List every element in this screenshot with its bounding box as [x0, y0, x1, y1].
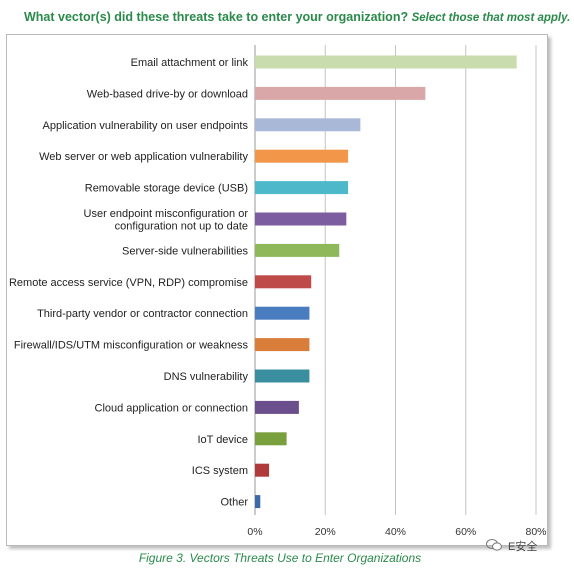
title-subtitle: Select those that most apply. [411, 12, 571, 24]
x-tick-label: 40% [385, 526, 406, 538]
x-tick-label: 60% [455, 526, 476, 538]
category-label: Application vulnerability on user endpoi… [43, 120, 249, 132]
bar [255, 400, 299, 414]
bar [255, 212, 347, 226]
category-label: ICS system [192, 465, 248, 477]
bar [255, 55, 517, 69]
x-tick-label: 20% [315, 526, 336, 538]
bar [255, 181, 349, 195]
bar [255, 86, 426, 100]
category-label: Cloud application or connection [95, 402, 249, 414]
bar [255, 243, 340, 257]
category-label: Server-side vulnerabilities [122, 245, 248, 257]
chart-title: What vector(s) did these threats take to… [24, 10, 570, 24]
bar [255, 306, 310, 320]
bar [255, 149, 349, 163]
watermark: E安全 [486, 538, 572, 554]
watermark-text: E安全 [508, 541, 538, 553]
bar [255, 432, 287, 446]
category-label: Remote access service (VPN, RDP) comprom… [9, 277, 248, 289]
figure-caption: Figure 3. Vectors Threats Use to Enter O… [138, 551, 422, 565]
category-label: Other [220, 497, 248, 509]
chart-panel: 0% 20% 40% 60% 80% Email attachment or link We… [6, 34, 548, 546]
category-label: Web-based drive-by or download [87, 88, 248, 100]
chat-bubble-icon [486, 539, 502, 551]
bar [255, 369, 310, 383]
category-label: Third-party vendor or contractor connect… [37, 308, 248, 320]
category-label: IoT device [197, 434, 248, 446]
bar [255, 118, 361, 132]
bar [255, 338, 310, 352]
category-label: Removable storage device (USB) [85, 183, 248, 195]
category-label: Email attachment or link [131, 57, 249, 69]
category-label: Firewall/IDS/UTM misconfiguration or wea… [14, 340, 249, 352]
bar [255, 495, 261, 509]
category-label: configuration not up to date [115, 220, 248, 232]
x-tick-label: 0% [247, 526, 262, 538]
category-label: Web server or web application vulnerabil… [39, 151, 248, 163]
category-label: User endpoint misconfiguration or [84, 208, 249, 220]
title-main: What vector(s) did these threats take to… [24, 10, 409, 24]
bar [255, 463, 270, 477]
bar-chart: 0% 20% 40% 60% 80% Email attachment or link We… [9, 45, 547, 538]
bar [255, 275, 312, 289]
category-label: DNS vulnerability [164, 371, 249, 383]
x-tick-label: 80% [525, 526, 546, 538]
